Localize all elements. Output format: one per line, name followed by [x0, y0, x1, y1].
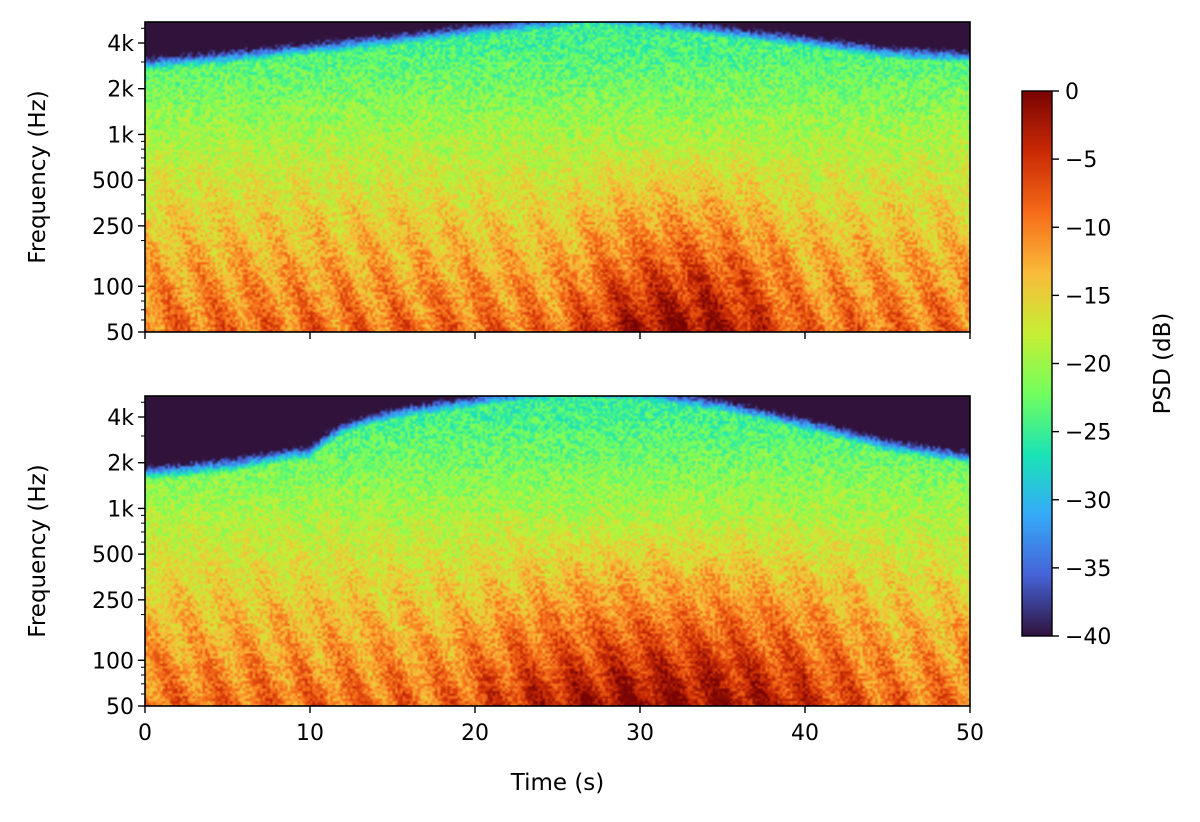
y-tick-label: 2k: [107, 452, 134, 477]
spectrogram-image: [145, 396, 970, 706]
y-tick-label: 1k: [107, 497, 134, 522]
colorbar-tick-label: −20: [1065, 353, 1111, 378]
y-tick-label: 500: [92, 543, 134, 568]
y-axis-label: Frequency (Hz): [25, 464, 51, 637]
x-tick-label: 10: [296, 721, 324, 746]
y-axis-label: Frequency (Hz): [25, 90, 51, 263]
y-tick-label: 4k: [107, 32, 134, 57]
y-tick-label: 250: [92, 589, 134, 614]
y-tick-label: 500: [92, 169, 134, 194]
plot-frame: [144, 395, 971, 707]
x-axis-label: Time (s): [510, 770, 605, 796]
y-tick-label: 50: [106, 321, 134, 346]
spectrogram-image: [145, 22, 970, 332]
colorbar-tick-label: −30: [1065, 489, 1111, 514]
y-tick-label: 100: [92, 649, 134, 674]
colorbar-tick-label: −25: [1065, 421, 1111, 446]
x-tick-label: 30: [626, 721, 654, 746]
colorbar-label: PSD (dB): [1150, 313, 1176, 415]
y-tick-label: 2k: [107, 78, 134, 103]
colorbar-tick-label: −15: [1065, 284, 1111, 309]
spectrogram-panel-bottom: 50 100 250 500 1k 2k 4k 0 10 20 30 40 50 Frequency (H…: [25, 395, 984, 796]
colorbar-tick-label: −40: [1065, 625, 1111, 650]
y-tick-label: 4k: [107, 406, 134, 431]
y-tick-label: 1k: [107, 123, 134, 148]
x-tick-label: 40: [791, 721, 819, 746]
plot-frame: [144, 21, 971, 333]
colorbar-tick-label: −10: [1065, 216, 1111, 241]
colorbar-tick-label: −35: [1065, 557, 1111, 582]
x-tick-label: 20: [461, 721, 489, 746]
y-tick-label: 250: [92, 215, 134, 240]
colorbar-tick-label: 0: [1065, 80, 1079, 105]
colorbar-gradient: [1022, 91, 1052, 636]
x-tick-label: 50: [956, 721, 984, 746]
x-tick-label: 0: [138, 721, 152, 746]
colorbar: 0 −5 −10 −15 −20 −25 −30 −35 −40 PSD (dB): [1021, 80, 1176, 650]
y-tick-label: 50: [106, 695, 134, 720]
y-tick-label: 100: [92, 275, 134, 300]
spectrogram-panel-top: 50 100 250 500 1k 2k 4k Frequency (Hz): [25, 21, 971, 346]
colorbar-tick-label: −5: [1065, 148, 1097, 173]
